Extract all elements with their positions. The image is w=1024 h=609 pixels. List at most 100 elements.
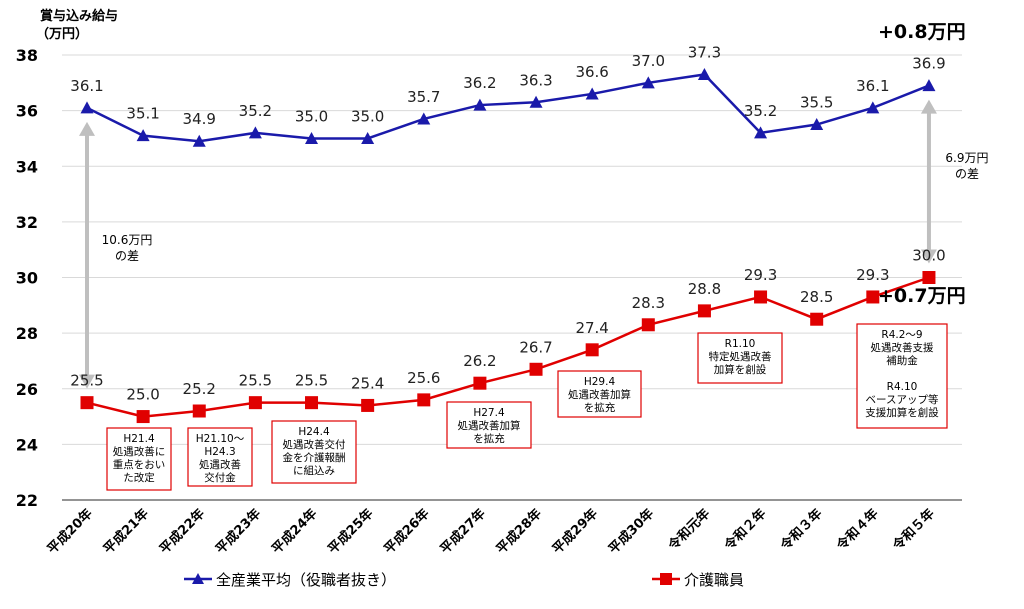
policy-note-text: 支援加算を創設 [865, 406, 939, 419]
data-label: 35.5 [800, 94, 833, 112]
data-label: 36.3 [519, 71, 552, 89]
policy-note-box [187, 427, 253, 487]
policy-note-text: 処遇改善支援 [871, 341, 934, 354]
data-label: 28.8 [688, 280, 721, 298]
data-label: 35.0 [295, 107, 328, 125]
x-tick-label: 平成23年 [213, 506, 265, 558]
x-tick-label: 平成22年 [156, 506, 208, 558]
data-label: 28.3 [632, 294, 665, 312]
x-tick-label: 平成25年 [325, 506, 377, 558]
data-label: 37.0 [632, 52, 665, 70]
data-point [754, 290, 768, 304]
x-tick-label: 平成24年 [269, 506, 321, 558]
data-point [922, 79, 936, 92]
data-point [417, 112, 431, 125]
policy-note-text: 処遇改善加算 [458, 419, 521, 432]
series-line [86, 73, 930, 143]
policy-note-text: 交付金 [204, 471, 236, 484]
policy-note-text: た改定 [123, 471, 155, 484]
x-axis: 平成20年 平成21年 平成22年 平成23年 平成24年 平成25年 平成26年 平成27年… [44, 506, 938, 558]
data-point [866, 290, 880, 304]
policy-note-text: H21.4 [123, 433, 155, 445]
policy-note-text: 加算を創設 [714, 363, 767, 376]
x-tick-label: 平成28年 [493, 506, 545, 558]
policy-note-text: R4.2～9 [881, 329, 922, 341]
policy-note-box [446, 401, 532, 449]
gap-arrow-head [920, 249, 937, 264]
data-label: 25.2 [183, 380, 216, 398]
data-point [866, 101, 880, 114]
policy-note-text: H29.4 [584, 376, 616, 388]
x-tick-label: 令和２年 [721, 506, 769, 554]
policy-note-box [106, 427, 172, 491]
data-label: 36.1 [856, 77, 889, 95]
data-point [136, 410, 150, 424]
gap-arrow-head [79, 374, 95, 389]
data-point [529, 362, 543, 376]
data-label: 28.5 [800, 288, 833, 306]
policy-note-text: を拡充 [584, 401, 616, 414]
policy-note-text: 処遇改善 [199, 458, 241, 471]
data-label: 26.7 [519, 338, 552, 356]
data-point [641, 76, 655, 89]
gap-arrow-head [920, 99, 937, 114]
policy-note-box [271, 420, 357, 484]
data-label: 29.3 [744, 266, 777, 284]
policy-note-text: 金を介護報酬 [283, 451, 346, 464]
y-axis: 22 24 26 28 30 32 34 36 38 [16, 46, 38, 510]
legend-label: 介護職員 [684, 571, 744, 589]
policy-note-text: 処遇改善加算 [568, 388, 631, 401]
policy-note-text: に組込み [293, 464, 335, 477]
data-label: 27.4 [575, 319, 608, 337]
y-tick-label: 22 [16, 491, 38, 510]
data-point [641, 318, 655, 332]
data-label: 26.2 [463, 352, 496, 370]
data-label: 25.5 [239, 372, 272, 390]
data-label: 35.0 [351, 107, 384, 125]
y-tick-label: 36 [16, 102, 38, 121]
x-tick-label: 平成29年 [549, 506, 601, 558]
data-label: 29.3 [856, 266, 889, 284]
data-point [361, 398, 375, 412]
data-point [473, 98, 487, 111]
data-label: 35.1 [126, 105, 159, 123]
data-label: 34.9 [183, 110, 216, 128]
data-label: 36.9 [912, 55, 945, 73]
y-axis-title-line1: 賞与込み給与 [40, 8, 118, 24]
policy-note-text: ベースアップ等 [866, 393, 939, 406]
data-label: 36.2 [463, 74, 496, 92]
bottom-change-label: +0.7万円 [878, 285, 966, 307]
data-label: 25.5 [70, 372, 103, 390]
policy-note-text: H24.4 [298, 426, 330, 438]
y-axis-title: 賞与込み給与 （万円） [36, 8, 118, 42]
data-label: 25.0 [126, 386, 159, 404]
policy-note-text: H24.3 [204, 446, 235, 458]
data-point [810, 312, 824, 326]
data-point [529, 95, 543, 108]
data-label: 36.6 [575, 63, 608, 81]
x-tick-label: 令和元年 [665, 506, 713, 554]
policy-note-text: 処遇改善交付 [283, 438, 346, 451]
data-point [361, 131, 375, 144]
y-tick-label: 24 [16, 435, 38, 454]
legend-label: 全産業平均（役職者抜き） [216, 571, 396, 589]
data-label: 25.5 [295, 372, 328, 390]
series-line [86, 276, 930, 418]
policy-note-box [697, 332, 783, 384]
policy-note-text: 処遇改善に [113, 445, 166, 458]
gap-annotation-label: の差 [115, 249, 139, 263]
x-tick-label: 令和４年 [834, 506, 882, 554]
x-tick-label: 平成26年 [381, 506, 433, 558]
data-point [697, 67, 711, 80]
data-point [585, 343, 599, 357]
y-tick-label: 28 [16, 324, 38, 343]
data-label: 25.4 [351, 374, 384, 392]
data-point [80, 396, 94, 410]
policy-note-box [856, 323, 948, 429]
y-axis-title-line2: （万円） [36, 26, 88, 42]
data-label: 36.1 [70, 77, 103, 95]
data-point [192, 404, 206, 418]
data-point [922, 271, 936, 284]
data-point [305, 396, 319, 410]
